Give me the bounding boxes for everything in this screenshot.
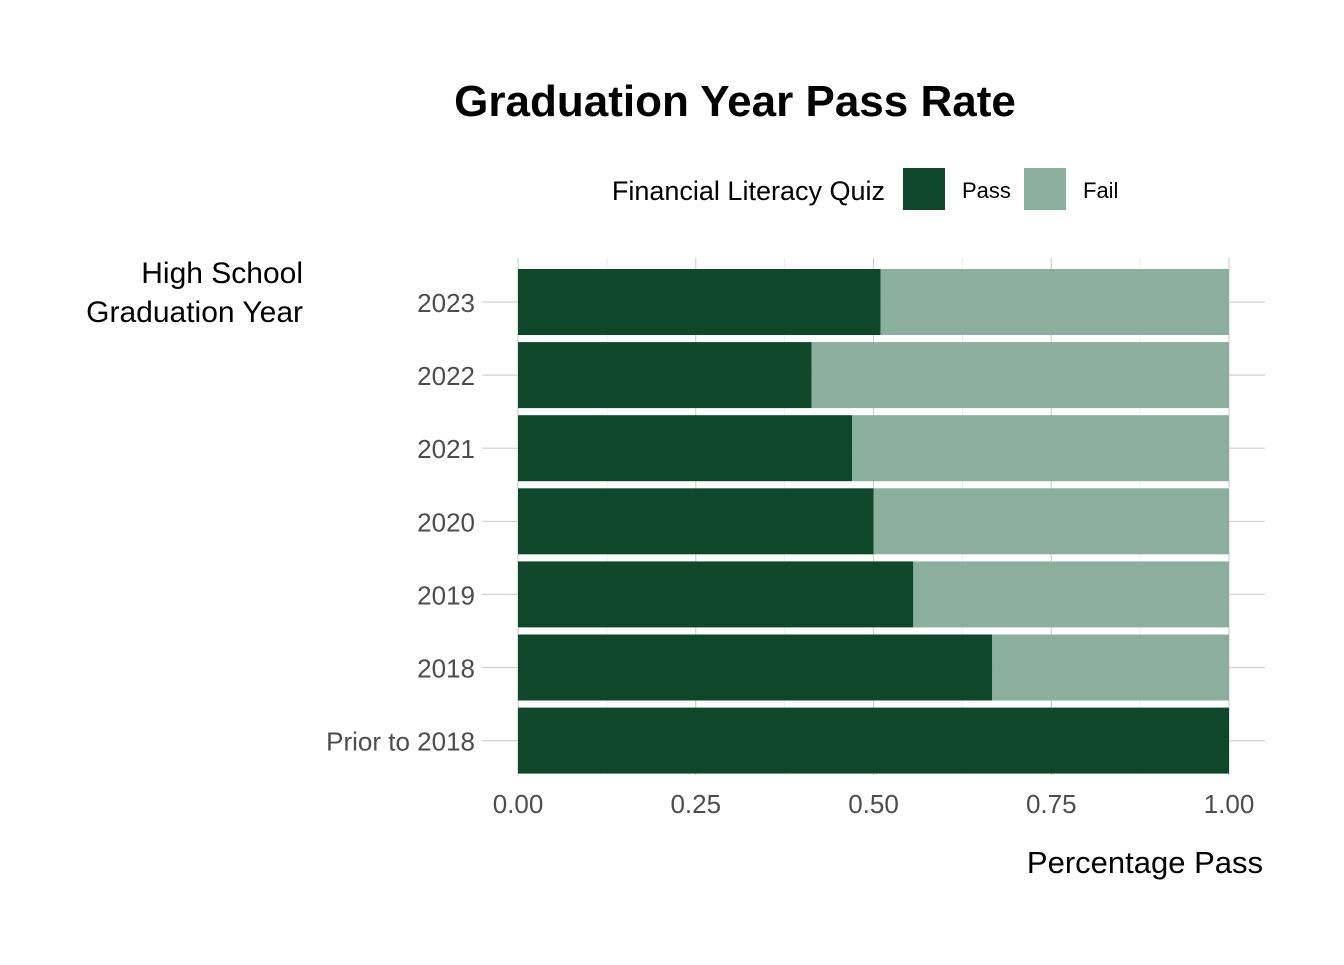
y-tick-label: 2023 (417, 288, 475, 318)
x-tick-label: 0.50 (848, 789, 899, 819)
bar-fail (873, 488, 1229, 555)
y-tick-label: 2020 (417, 507, 475, 537)
y-tick-label: 2021 (417, 434, 475, 464)
bar-pass (518, 415, 853, 482)
x-tick-label: 0.25 (670, 789, 721, 819)
bar-fail (811, 342, 1229, 409)
bar-pass (518, 561, 914, 628)
bars (518, 269, 1229, 774)
y-tick-label: Prior to 2018 (326, 727, 475, 757)
bar-fail (852, 415, 1229, 482)
legend-key-pass (903, 168, 945, 210)
legend-label-pass: Pass (962, 178, 1011, 203)
x-tick-label: 0.00 (493, 789, 544, 819)
legend-key-fail (1024, 168, 1066, 210)
bar-pass (518, 269, 881, 335)
labels: Graduation Year Pass Rate Financial Lite… (86, 77, 1263, 880)
bar-fail (880, 269, 1229, 335)
bar-pass (518, 342, 812, 409)
y-tick-label: 2022 (417, 361, 475, 391)
x-axis-label: Percentage Pass (1027, 845, 1263, 880)
y-tick-label: 2018 (417, 654, 475, 684)
bar-pass (518, 634, 993, 701)
y-axis-label-line-1: High School (141, 257, 303, 290)
legend-label-fail: Fail (1083, 178, 1118, 203)
y-tick-label: 2019 (417, 580, 475, 610)
legend-title: Financial Literacy Quiz (612, 176, 885, 206)
legend: Pass Fail (903, 168, 1118, 210)
bar-pass (518, 488, 874, 555)
bar-fail (913, 561, 1229, 628)
axis-ticks: 2023 2022 2021 2020 2019 2018 Prior to 2018 0.0… (326, 288, 1254, 819)
chart-title: Graduation Year Pass Rate (454, 77, 1016, 126)
y-axis-label-line-2: Graduation Year (86, 296, 303, 329)
bar-fail (992, 634, 1229, 701)
bar-pass (518, 707, 1229, 774)
x-tick-label: 0.75 (1026, 789, 1077, 819)
x-tick-label: 1.00 (1204, 789, 1255, 819)
